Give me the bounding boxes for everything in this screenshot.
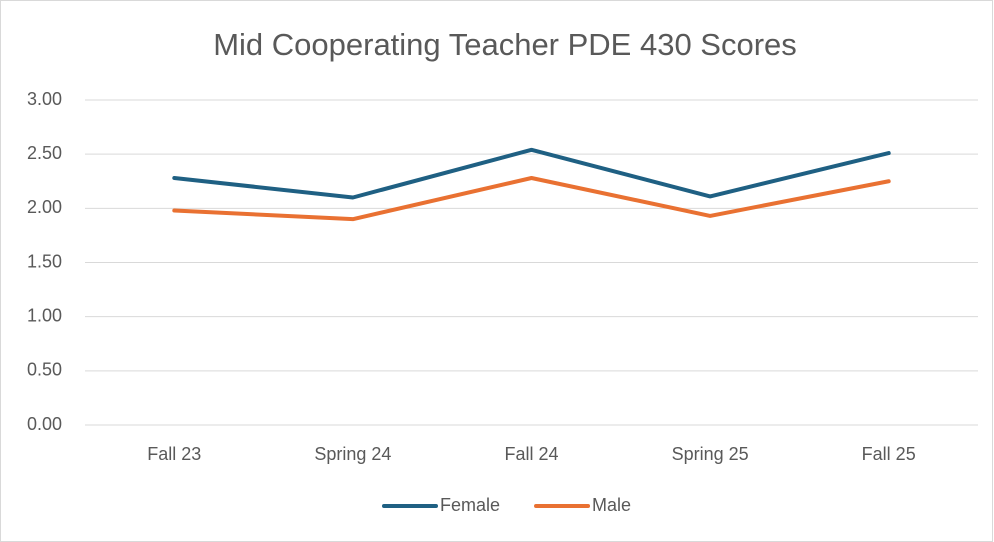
- x-tick-label: Fall 24: [504, 444, 558, 464]
- legend-label: Female: [440, 495, 500, 515]
- y-tick-label: 0.50: [27, 360, 62, 380]
- x-tick-label: Spring 25: [672, 444, 749, 464]
- y-tick-label: 2.50: [27, 143, 62, 163]
- y-tick-label: 0.00: [27, 414, 62, 434]
- series-line: [172, 147, 891, 200]
- y-tick-label: 1.00: [27, 305, 62, 325]
- y-tick-label: 3.00: [27, 89, 62, 109]
- x-tick-label: Spring 24: [314, 444, 391, 464]
- y-tick-label: 1.50: [27, 251, 62, 271]
- x-tick-label: Fall 25: [862, 444, 916, 464]
- chart-title: Mid Cooperating Teacher PDE 430 Scores: [213, 27, 797, 62]
- legend-label: Male: [592, 495, 631, 515]
- series-line: [172, 176, 891, 222]
- y-tick-label: 2.00: [27, 197, 62, 217]
- x-tick-label: Fall 23: [147, 444, 201, 464]
